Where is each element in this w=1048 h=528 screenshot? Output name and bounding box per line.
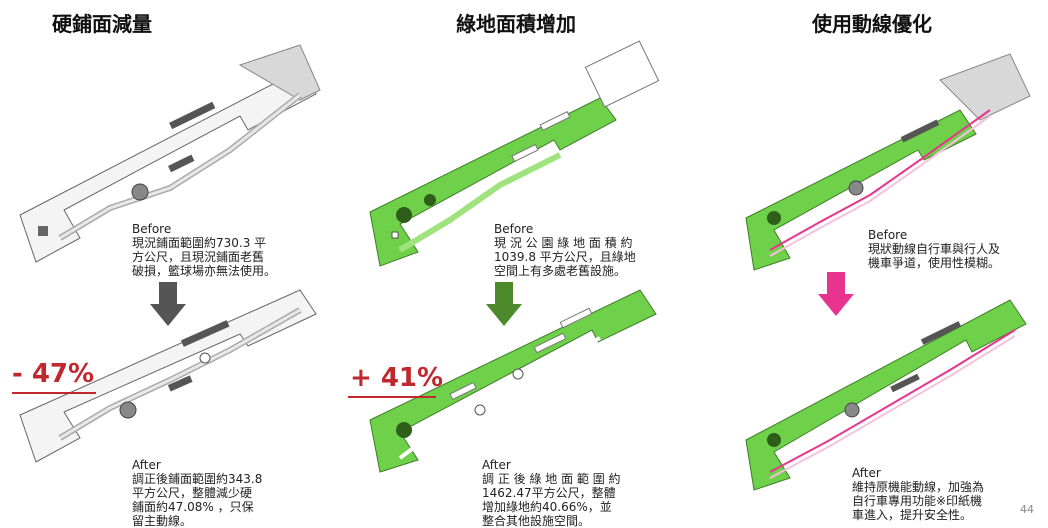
circulation-after-description: After 維持原機能動線，加強為 自行車專用功能※印紙機 車進入，提升安全性。 xyxy=(852,466,985,522)
column-1-title: 硬鋪面減量 xyxy=(52,12,152,36)
green-change-percent: + 41% xyxy=(350,363,444,393)
down-arrow-green-icon xyxy=(486,282,522,326)
paving-change-underline xyxy=(12,392,96,394)
down-arrow-pink-icon xyxy=(818,272,854,316)
green-change-underline xyxy=(348,396,436,398)
column-3-title: 使用動線優化 xyxy=(812,12,932,36)
circulation-before-description: Before 現狀動線自行車與行人及 機車爭道，使用性模糊。 xyxy=(868,228,1001,270)
green-before-description: Before 現 況 公 園 綠 地 面 積 約 1039.8 平方公尺，且綠地 … xyxy=(494,222,636,278)
paving-before-description: Before 現況鋪面範圍約730.3 平 方公尺，且現況鋪面老舊 破損，籃球場亦… xyxy=(132,222,277,278)
paving-after-description: After 調正後鋪面範圍約343.8 平方公尺，整體減少硬 鋪面約47.08% … xyxy=(132,458,263,528)
down-arrow-gray-icon xyxy=(150,282,186,326)
paving-change-percent: - 47% xyxy=(12,359,95,389)
page-number: 44 xyxy=(1020,503,1034,516)
column-2-title: 綠地面積增加 xyxy=(456,12,576,36)
